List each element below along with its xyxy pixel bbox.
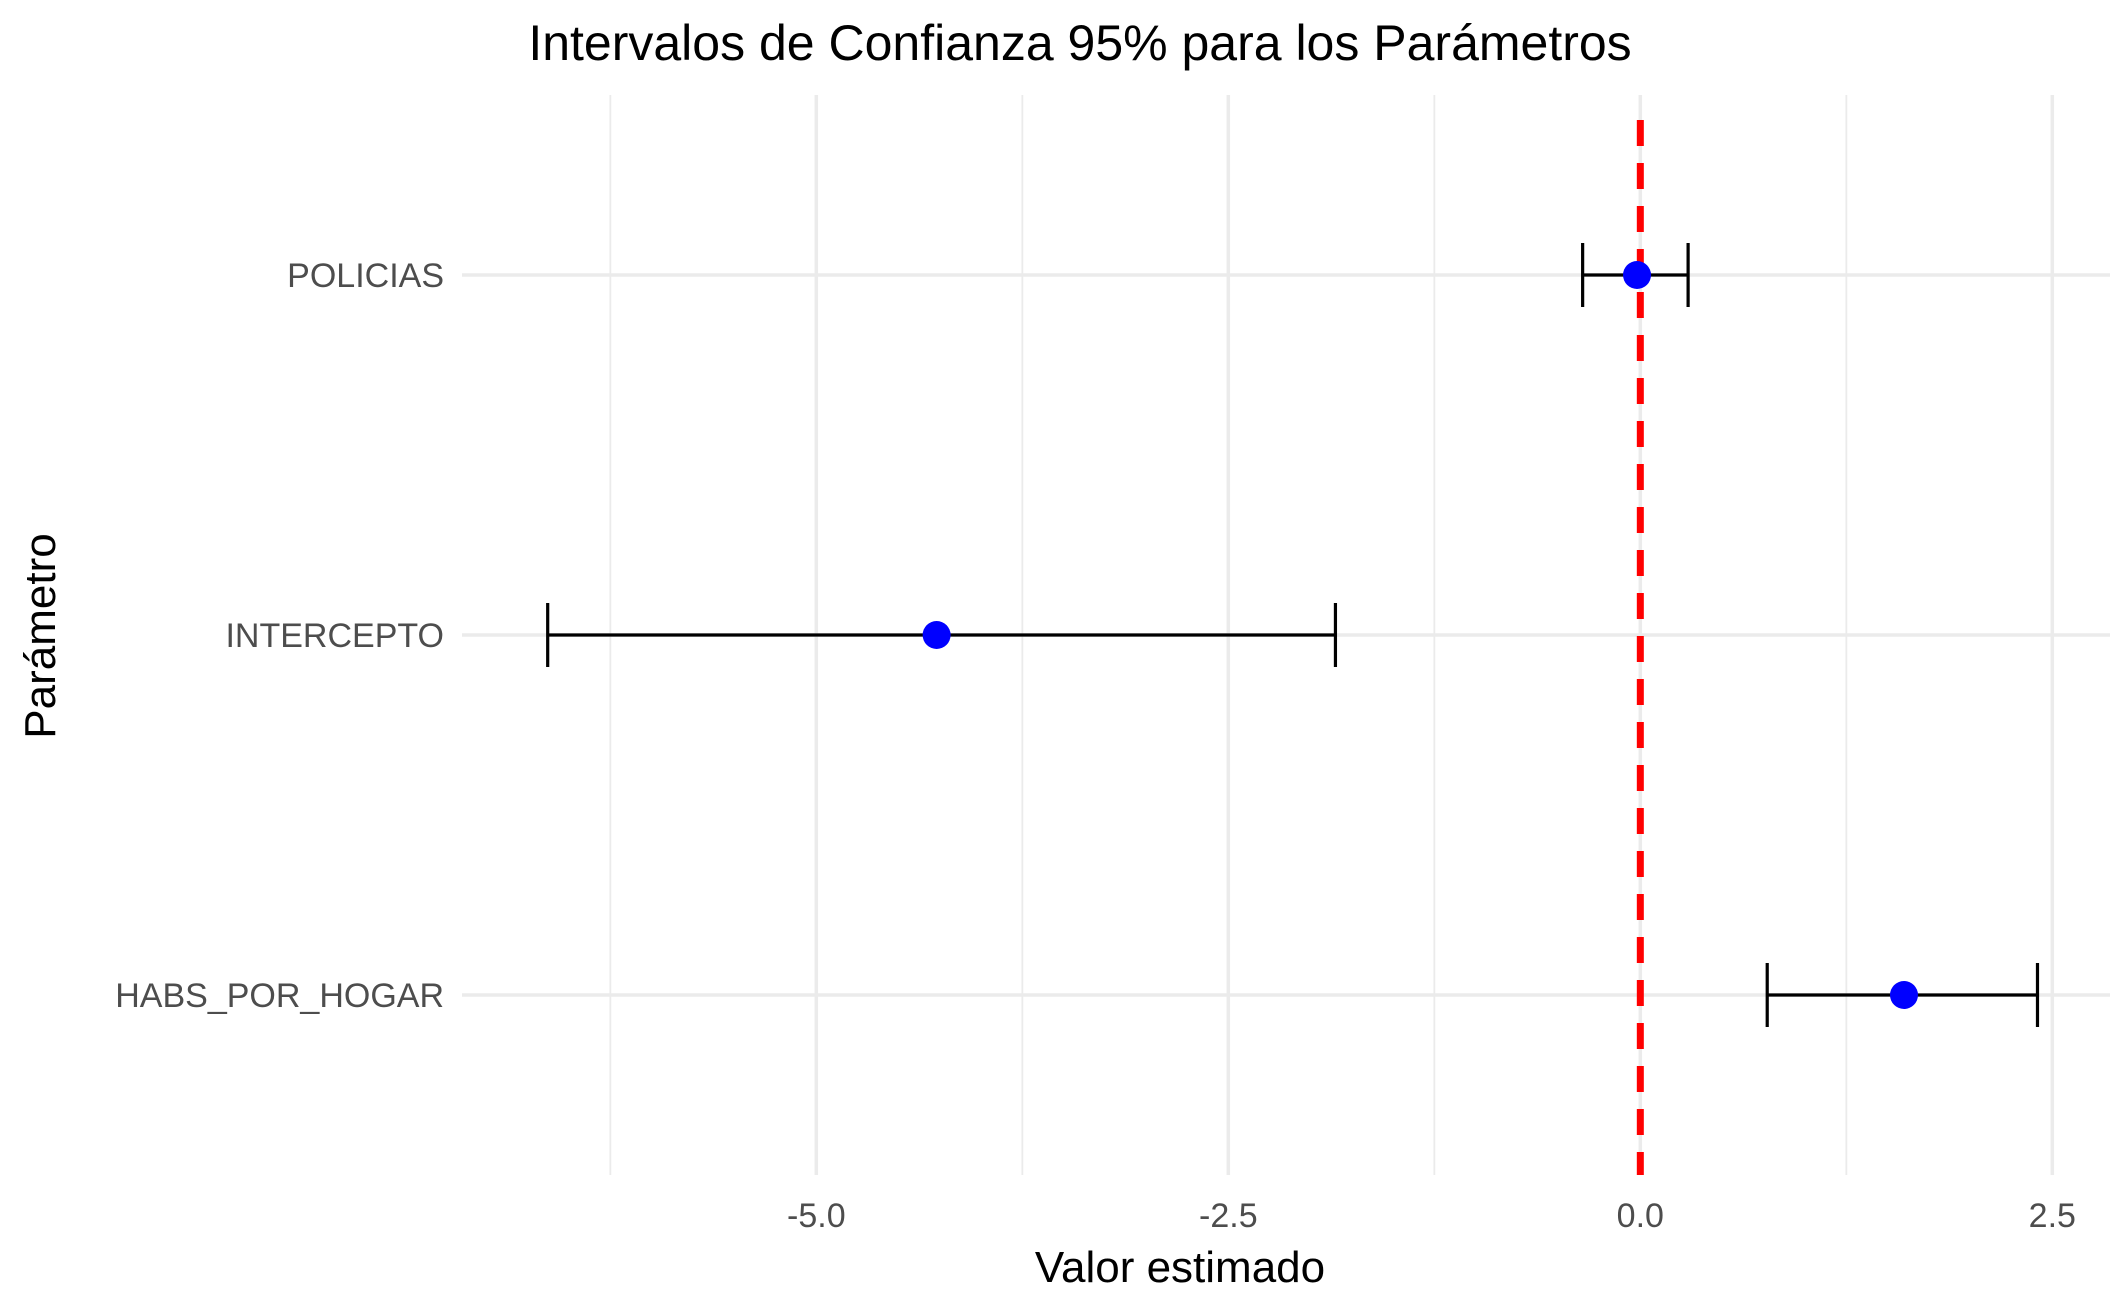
y-tick-label: INTERCEPTO — [225, 617, 444, 655]
x-tick-label: -5.0 — [787, 1197, 846, 1235]
y-tick-label: HABS_POR_HOGAR — [115, 977, 444, 1015]
x-tick-label: 0.0 — [1617, 1197, 1664, 1235]
point-policias — [1623, 261, 1652, 289]
chart-title: Intervalos de Confianza 95% para los Par… — [528, 15, 1631, 71]
data-marks — [546, 243, 2040, 1027]
x-tick-label: -2.5 — [1199, 1197, 1258, 1235]
x-tick-labels: -5.0 -2.5 0.0 2.5 — [787, 1197, 2076, 1235]
point-intercepto — [922, 621, 951, 649]
x-tick-label: 2.5 — [2029, 1197, 2076, 1235]
x-axis-title: Valor estimado — [1035, 1243, 1325, 1292]
point-habs_por_hogar — [1890, 981, 1918, 1009]
y-tick-label: POLICIAS — [287, 257, 444, 295]
y-tick-labels: HABS_POR_HOGAR INTERCEPTO POLICIAS — [115, 257, 444, 1015]
y-axis-title: Parámetro — [16, 533, 65, 738]
